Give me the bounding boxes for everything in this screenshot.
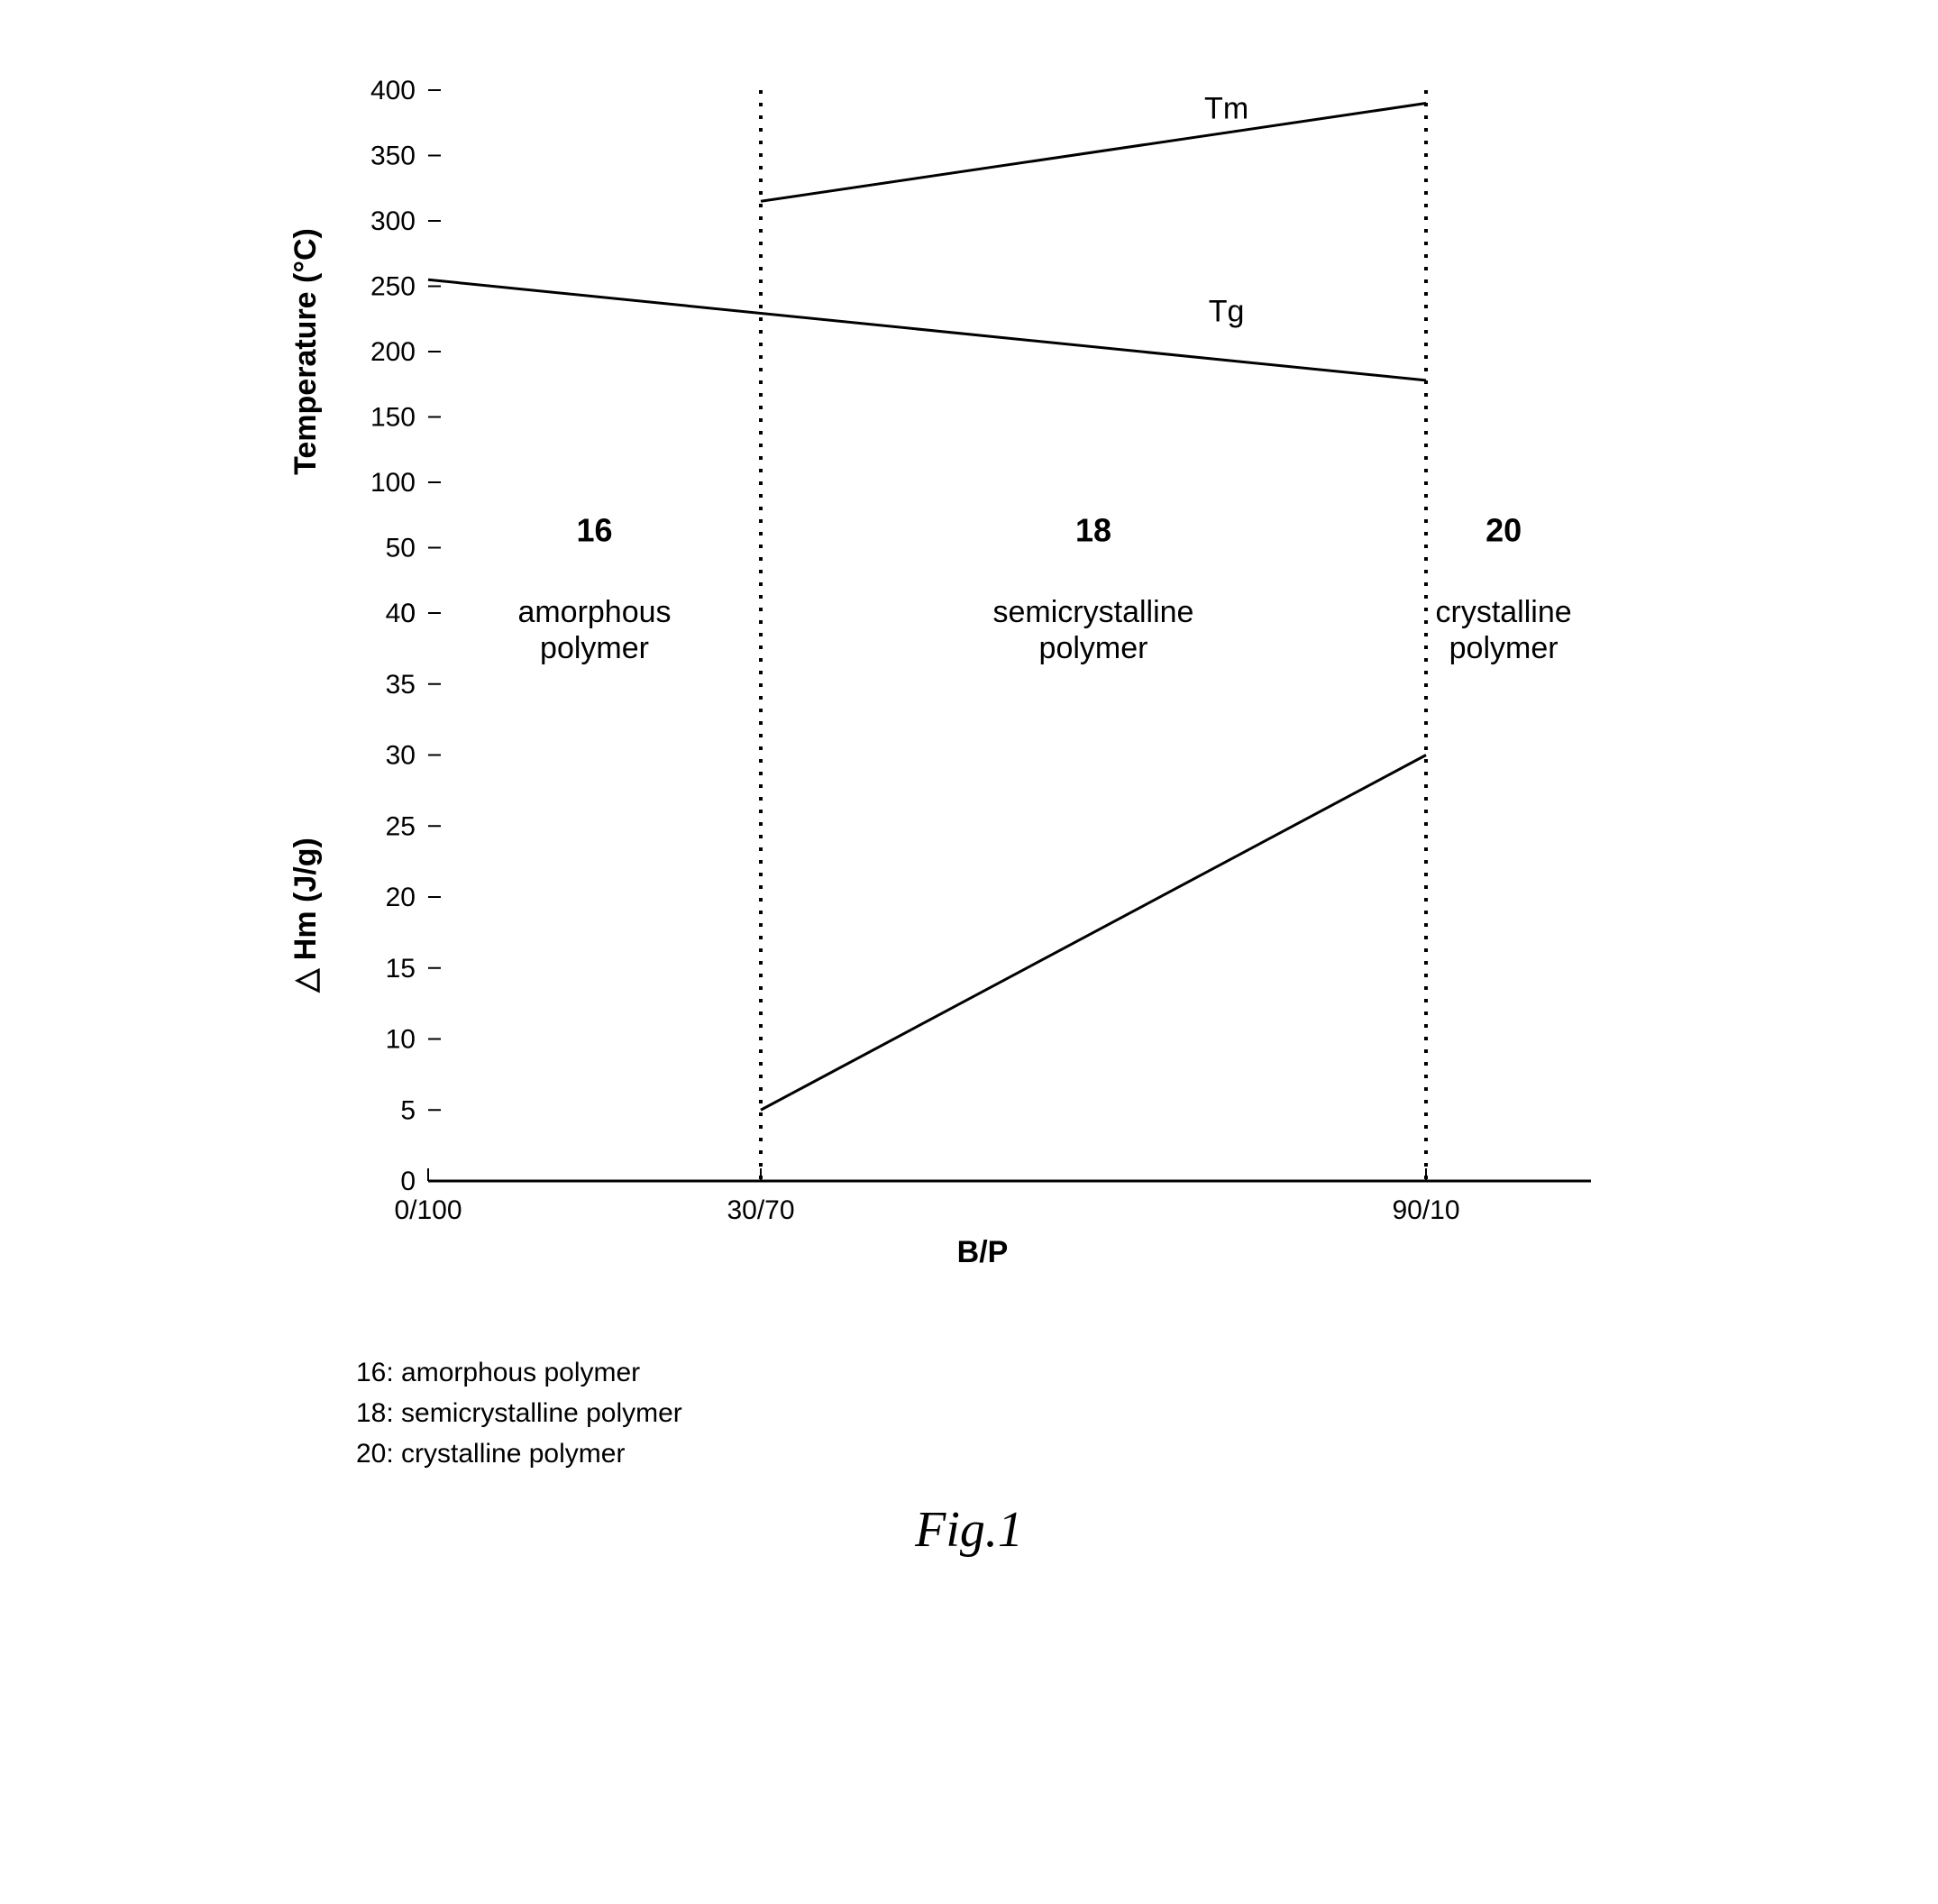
- svg-text:15: 15: [386, 954, 416, 984]
- svg-text:200: 200: [370, 337, 416, 367]
- svg-text:0: 0: [400, 1167, 416, 1196]
- figure-caption: Fig.1: [248, 1501, 1690, 1559]
- svg-text:polymer: polymer: [1039, 631, 1148, 665]
- svg-text:150: 150: [370, 403, 416, 433]
- svg-text:5: 5: [400, 1095, 416, 1125]
- svg-text:semicrystalline: semicrystalline: [993, 595, 1194, 629]
- svg-text:18: 18: [1075, 511, 1111, 548]
- svg-text:16: 16: [576, 511, 612, 548]
- svg-text:△ Hm (J/g): △ Hm (J/g): [288, 838, 323, 993]
- svg-text:35: 35: [386, 670, 416, 700]
- svg-text:B/P: B/P: [957, 1235, 1009, 1269]
- svg-text:Tm: Tm: [1204, 92, 1248, 126]
- svg-text:90/10: 90/10: [1392, 1195, 1459, 1225]
- chart-container: 0 50 100 150 200 250 300 350 400 Temperature (°C)…: [248, 54, 1690, 1316]
- svg-text:30/70: 30/70: [727, 1195, 794, 1225]
- legend-item: 18: semicrystalline polymer: [356, 1393, 1690, 1433]
- svg-text:polymer: polymer: [540, 631, 649, 665]
- svg-text:50: 50: [386, 534, 416, 563]
- legend-item: 16: amorphous polymer: [356, 1352, 1690, 1393]
- svg-text:20: 20: [1485, 511, 1522, 548]
- svg-text:250: 250: [370, 272, 416, 302]
- svg-text:Tg: Tg: [1209, 294, 1245, 328]
- svg-text:crystalline: crystalline: [1436, 595, 1572, 629]
- svg-text:350: 350: [370, 142, 416, 171]
- svg-text:amorphous: amorphous: [517, 595, 671, 629]
- svg-text:100: 100: [370, 468, 416, 498]
- svg-text:polymer: polymer: [1449, 631, 1559, 665]
- svg-text:300: 300: [370, 206, 416, 236]
- svg-text:0/100: 0/100: [394, 1195, 462, 1225]
- svg-text:25: 25: [386, 811, 416, 841]
- svg-text:400: 400: [370, 76, 416, 105]
- svg-text:40: 40: [386, 599, 416, 628]
- svg-text:Temperature (°C): Temperature (°C): [288, 228, 323, 475]
- svg-text:30: 30: [386, 741, 416, 771]
- legend-block: 16: amorphous polymer 18: semicrystallin…: [356, 1352, 1690, 1474]
- legend-item: 20: crystalline polymer: [356, 1433, 1690, 1474]
- svg-text:10: 10: [386, 1025, 416, 1055]
- svg-text:20: 20: [386, 883, 416, 912]
